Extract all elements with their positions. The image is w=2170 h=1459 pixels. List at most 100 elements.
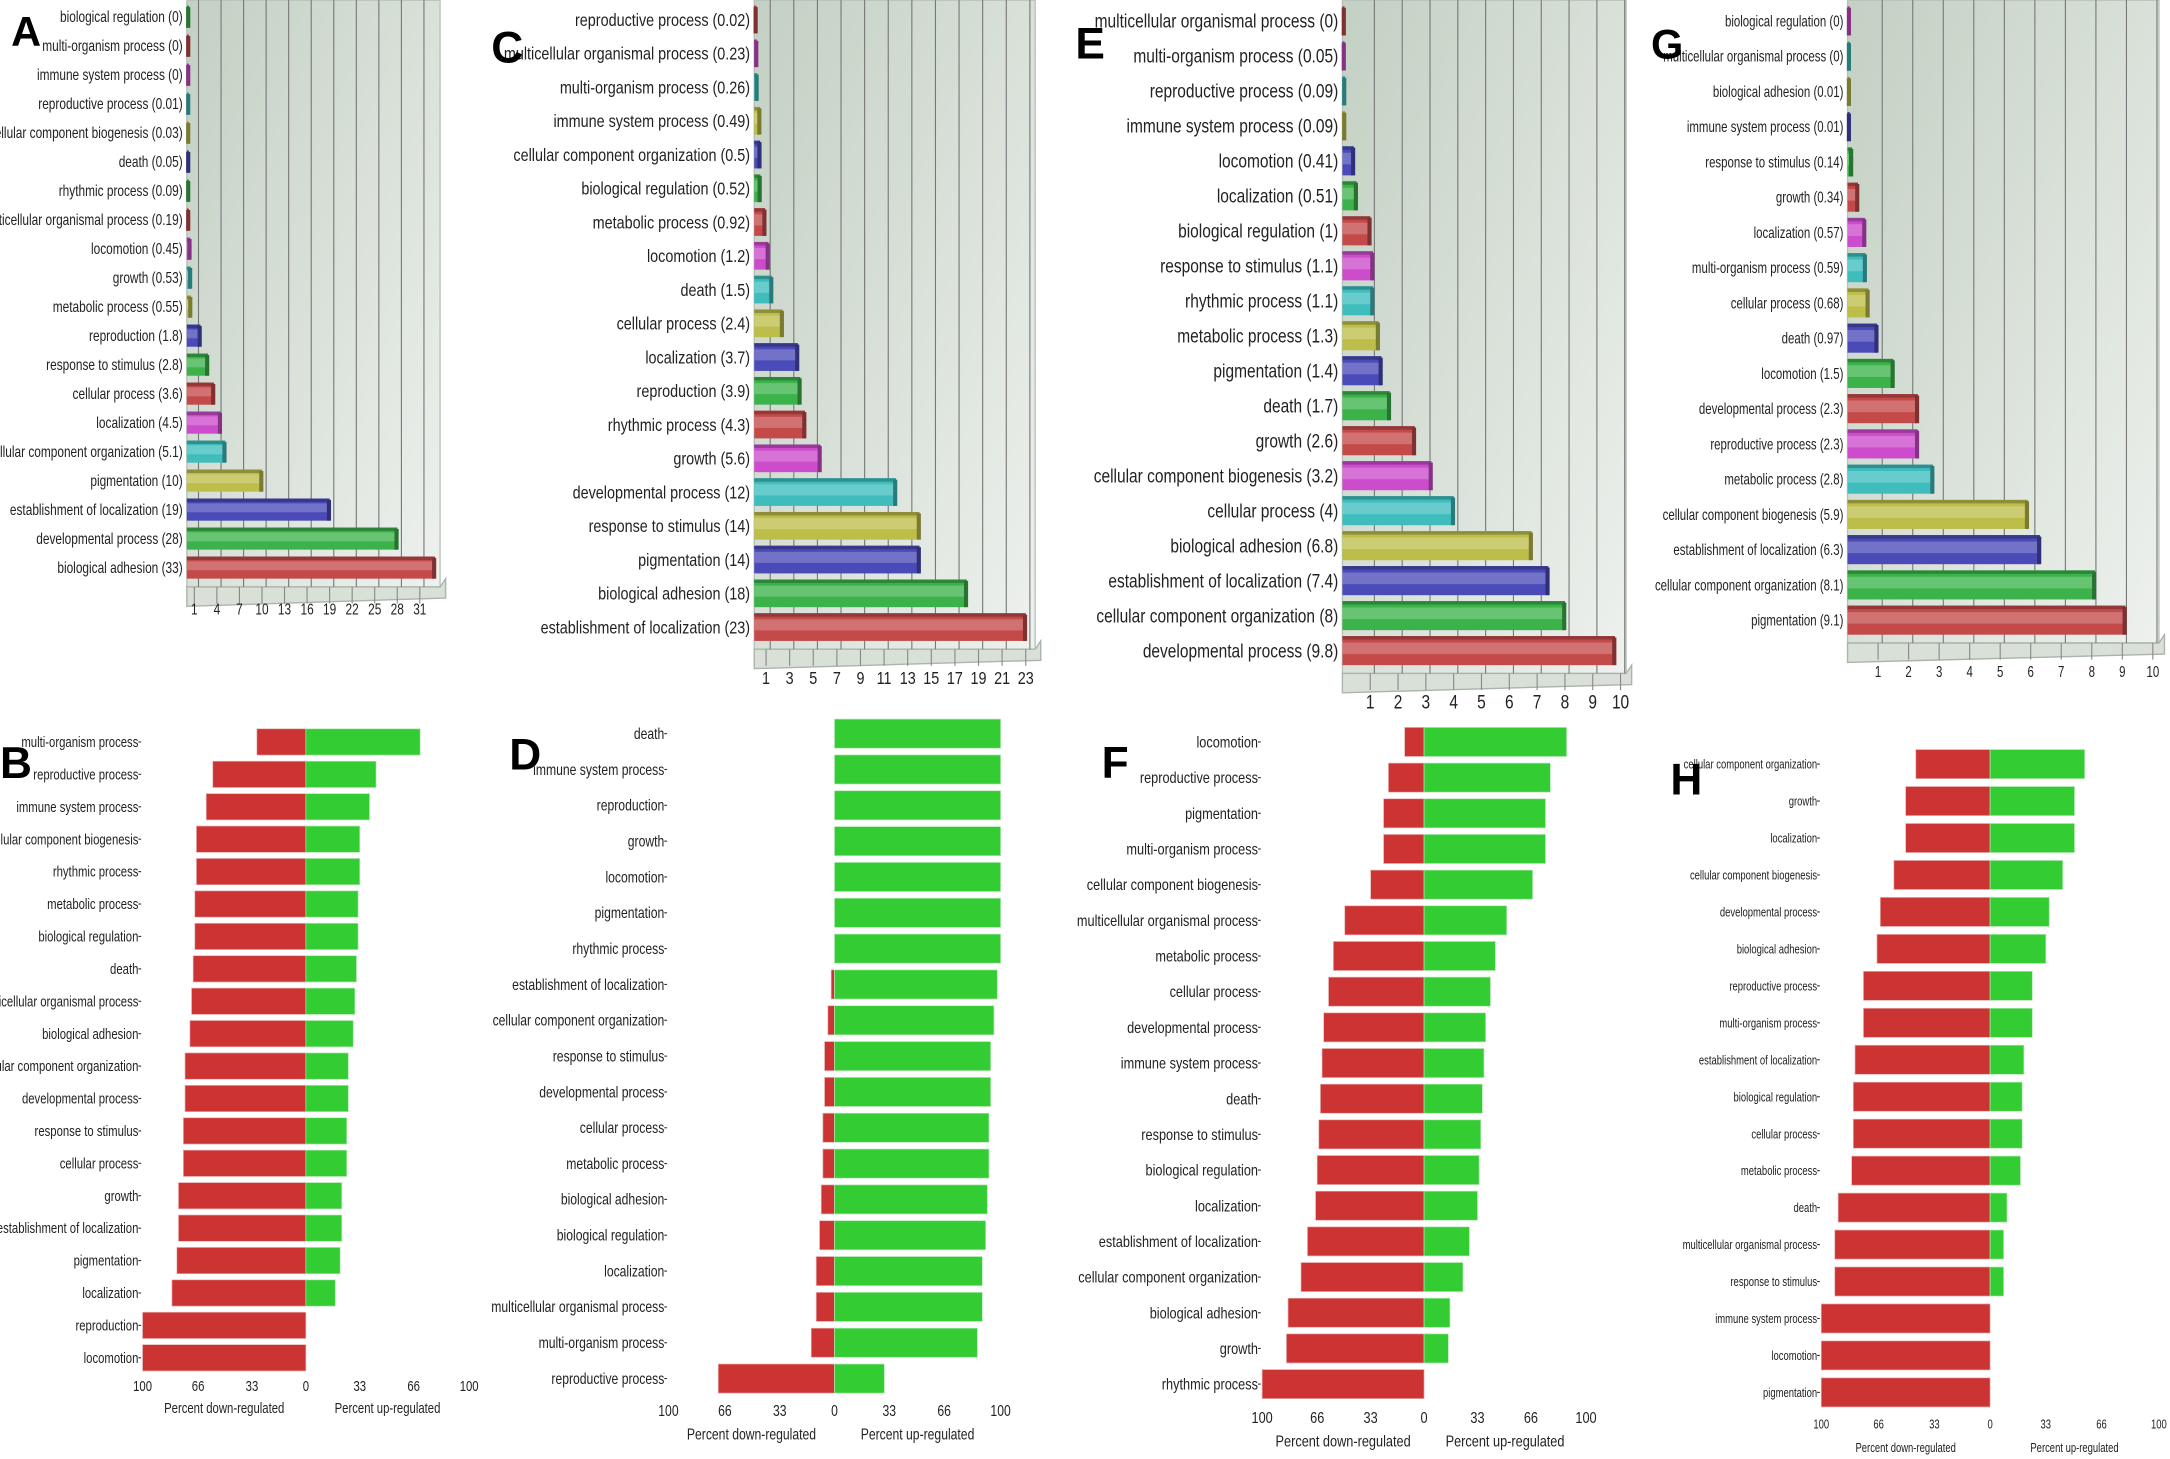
bar-top (1847, 358, 1894, 363)
category-label: cellular process (3.6) (73, 386, 183, 403)
bar-highlight (754, 146, 761, 158)
category-label: reproduction (75, 1317, 138, 1334)
bar (754, 376, 802, 405)
bar (754, 545, 921, 574)
bar-down-regulated (1854, 1044, 1991, 1075)
bar-up-regulated (1989, 970, 2033, 1001)
bar-side (757, 142, 762, 169)
tick-label: 33 (883, 1403, 897, 1420)
bar-down-regulated (1328, 976, 1425, 1007)
bar-highlight (754, 585, 967, 597)
bar (1846, 6, 1852, 36)
category-label: metabolic process (47, 896, 139, 913)
bar-top (186, 382, 214, 387)
bar-up-regulated (1423, 727, 1567, 757)
category-label: response to stimulus (1730, 1276, 1817, 1290)
bar (1342, 566, 1550, 596)
bar-down-regulated (194, 890, 307, 918)
bar-highlight (1847, 471, 1934, 483)
category-label: multi-organism process (0.05) (1133, 45, 1338, 67)
bar-top (754, 275, 772, 280)
bar-down-regulated (1287, 1297, 1425, 1328)
bar-down-regulated (1286, 1333, 1425, 1364)
tick-label: 33 (2041, 1418, 2052, 1432)
bar (1342, 146, 1356, 176)
category-label: growth (5.6) (673, 449, 750, 469)
bar-down-regulated (815, 1292, 835, 1322)
bar-up-regulated (834, 1005, 995, 1036)
bar-highlight (1342, 187, 1357, 200)
category-label: response to stimulus (35, 1123, 139, 1140)
bar-top (754, 309, 783, 313)
tick-label: 33 (1929, 1418, 1940, 1432)
category-label: cellular process (0.68) (1731, 294, 1844, 312)
bar-highlight (186, 387, 214, 397)
bar-down-regulated (1834, 1229, 1991, 1260)
bar-side (2037, 536, 2042, 565)
bar-down-regulated (1852, 1118, 1991, 1149)
category-label: biological regulation (0) (1725, 12, 1843, 30)
bar (186, 179, 191, 202)
category-label: reproductive process (0.02) (575, 10, 750, 30)
bar-up-regulated (1989, 749, 2085, 779)
bar-side (1367, 217, 1372, 246)
category-label: multicellular organismal process (0.19) (0, 212, 183, 229)
category-label: rhythmic process (4.3) (608, 415, 750, 435)
category-label: rhythmic process (53, 863, 139, 880)
bar-side (1528, 532, 1533, 561)
axis-title-up: Percent up-regulated (335, 1400, 441, 1417)
category-label: biological adhesion (33) (57, 560, 182, 577)
bar-up-regulated (305, 1020, 354, 1048)
bar-top (1342, 356, 1382, 360)
bar-top (754, 241, 769, 246)
bar-up-regulated (1423, 869, 1533, 900)
bar-side (1351, 147, 1356, 176)
tick-label: 9 (1588, 691, 1597, 713)
bar-down-regulated (1863, 970, 1991, 1001)
tick-label: 3 (1422, 691, 1431, 713)
category-label: biological regulation (0.52) (581, 179, 750, 199)
tick-label: 100 (1575, 1410, 1596, 1428)
category-label: biological adhesion (1150, 1305, 1258, 1323)
bar-side (916, 513, 921, 540)
bar-side (197, 325, 202, 347)
bar-side (186, 123, 191, 144)
bar-highlight (186, 358, 208, 368)
tick-label: 6 (2028, 662, 2035, 680)
bar-highlight (754, 551, 920, 563)
category-label: metabolic process (0.92) (593, 213, 751, 233)
bar-top (754, 579, 967, 583)
bar (754, 613, 1028, 641)
panel-letter: D (509, 731, 541, 780)
bar-up-regulated (834, 933, 1001, 964)
bar (1846, 41, 1852, 71)
bar-highlight (1342, 257, 1374, 270)
category-label: multicellular organismal process (0.23) (504, 44, 750, 64)
tick-label: 15 (923, 668, 939, 688)
bar-side (205, 354, 210, 376)
bar-down-regulated (1876, 934, 1991, 964)
bar-highlight (1847, 365, 1894, 377)
bar (754, 343, 800, 371)
tick-label: 10 (2146, 662, 2159, 680)
bar-up-regulated (305, 987, 356, 1015)
bar-highlight (1847, 541, 2040, 554)
bar-side (1930, 466, 1935, 494)
bar-up-regulated (834, 1292, 983, 1322)
tick-label: 100 (2151, 1418, 2167, 1432)
category-label: cellular component biogenesis (0.03) (0, 125, 183, 142)
tick-label: 33 (246, 1378, 259, 1395)
category-label: death (634, 726, 664, 743)
tick-label: 66 (1524, 1410, 1538, 1428)
bar-side (188, 267, 193, 289)
category-label: establishment of localization (1099, 1234, 1258, 1252)
category-label: biological regulation (1) (1178, 220, 1338, 242)
bar-side (1890, 360, 1895, 388)
bar-up-regulated (305, 1182, 343, 1210)
bar (1342, 601, 1567, 631)
bar-down-regulated (191, 987, 307, 1015)
bar-down-regulated (1383, 798, 1425, 829)
bar-up-regulated (834, 1327, 978, 1358)
tick-label: 33 (1470, 1410, 1484, 1428)
bar (754, 140, 762, 169)
